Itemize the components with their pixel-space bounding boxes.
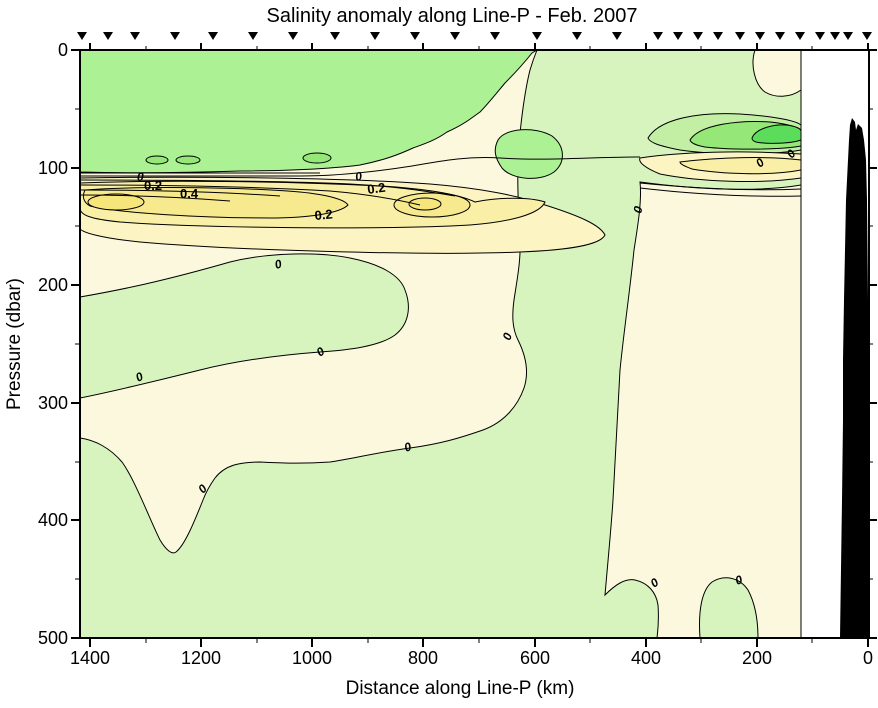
y-tick-label: 200 (38, 275, 68, 295)
y-minor-ticks-right (869, 108, 873, 580)
y-axis-title: Pressure (dbar) (4, 278, 25, 410)
x-tick-label: 0 (863, 648, 873, 668)
bathymetry-silhouette (840, 118, 869, 638)
fill-pale-green-lobe (699, 577, 759, 639)
y-tick-label: 500 (38, 628, 68, 648)
fill-band-green (79, 49, 539, 174)
fill-yellow-right (679, 157, 802, 175)
contour-label: 0 (402, 439, 413, 455)
contour-label: 0 (500, 331, 516, 342)
x-tick-label: 1200 (181, 648, 221, 668)
x-minor-ticks-top (145, 46, 813, 50)
contour-label: 0 (137, 170, 144, 184)
contour-label: 0 (630, 204, 645, 214)
x-tick-label: 800 (408, 648, 438, 668)
fill-brightest-yellow-2 (408, 197, 442, 211)
contour-label: 0.4 (180, 186, 199, 201)
contour-label: 0 (733, 572, 744, 588)
fill-brightest-yellow-1 (87, 193, 145, 211)
fill-pale-green-main (79, 49, 802, 639)
coast-mask (800, 50, 869, 638)
plot-frame (71, 43, 877, 647)
x-tick-label: 200 (742, 648, 772, 668)
contour-label: 0 (273, 257, 283, 272)
y-axis-tick-labels: 0 100 200 300 400 500 (38, 40, 68, 648)
contour-label: 0.2 (314, 206, 333, 223)
fill-cream-coastal-surface (752, 49, 802, 97)
station-marker-triangles (77, 32, 872, 40)
fill-green-island-2 (175, 155, 201, 165)
contour-fills (79, 49, 802, 639)
y-minor-ticks-left (75, 108, 80, 580)
fill-green-island-3 (302, 152, 332, 164)
x-major-ticks-bottom (89, 638, 869, 647)
x-axis-title: Distance along Line-P (km) (346, 678, 575, 699)
y-tick-label: 300 (38, 393, 68, 413)
contour-lines (79, 156, 802, 206)
contour-line (80, 156, 641, 177)
fill-band-green-bulge (494, 129, 563, 179)
contour-line (79, 179, 456, 197)
x-tick-label: 1400 (70, 648, 110, 668)
fill-bright-yellow-core-1 (82, 187, 349, 219)
contour-line (639, 182, 802, 191)
contour-line (79, 189, 281, 197)
contour-line (639, 187, 802, 197)
fill-pale-green-tongue (79, 253, 409, 399)
x-major-ticks-top (89, 43, 869, 50)
contour-label: 0.2 (366, 180, 386, 197)
y-tick-label: 0 (58, 40, 68, 60)
fill-green-island-1 (145, 155, 169, 165)
x-tick-label: 1000 (292, 648, 332, 668)
x-minor-ticks-bottom (145, 638, 813, 643)
x-tick-label: 400 (631, 648, 661, 668)
contour-label: 0.2 (144, 178, 162, 193)
y-major-ticks-left (71, 49, 80, 639)
x-axis-tick-labels: 1400 1200 1000 800 600 400 200 0 (70, 648, 873, 668)
x-tick-label: 600 (520, 648, 550, 668)
y-tick-label: 100 (38, 158, 68, 178)
y-major-ticks-right (869, 49, 877, 639)
contour-label: 0 (354, 169, 363, 184)
contour-line (79, 184, 421, 206)
contour-line (79, 194, 231, 202)
chart-title: Salinity anomaly along Line-P - Feb. 200… (267, 5, 638, 27)
y-tick-label: 400 (38, 510, 68, 530)
